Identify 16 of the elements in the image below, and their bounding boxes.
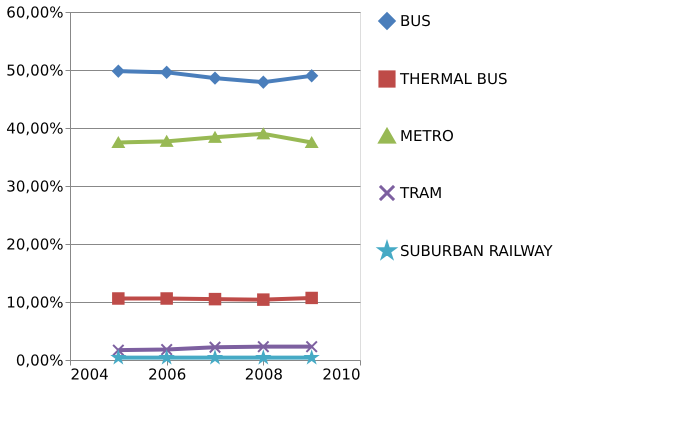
y-tick-label: 30,00% [6,178,64,196]
y-tick-label: 10,00% [6,294,64,312]
x-tick-label: 2010 [322,366,360,384]
legend-label: METRO [400,127,454,145]
y-tick-label: 50,00% [6,62,64,80]
x-tick-label: 2004 [70,366,109,384]
y-tick-label: 60,00% [6,4,64,22]
y-tick-label: 20,00% [6,236,64,254]
legend-label: BUS [400,12,431,30]
legend-label: SUBURBAN RAILWAY [400,242,554,260]
y-tick-label: 0,00% [16,352,64,370]
x-tick-label: 2006 [148,366,186,384]
legend-label: THERMAL BUS [399,70,508,88]
legend-label: TRAM [399,184,442,202]
x-tick-label: 2008 [244,366,283,384]
y-tick-label: 40,00% [6,120,64,138]
